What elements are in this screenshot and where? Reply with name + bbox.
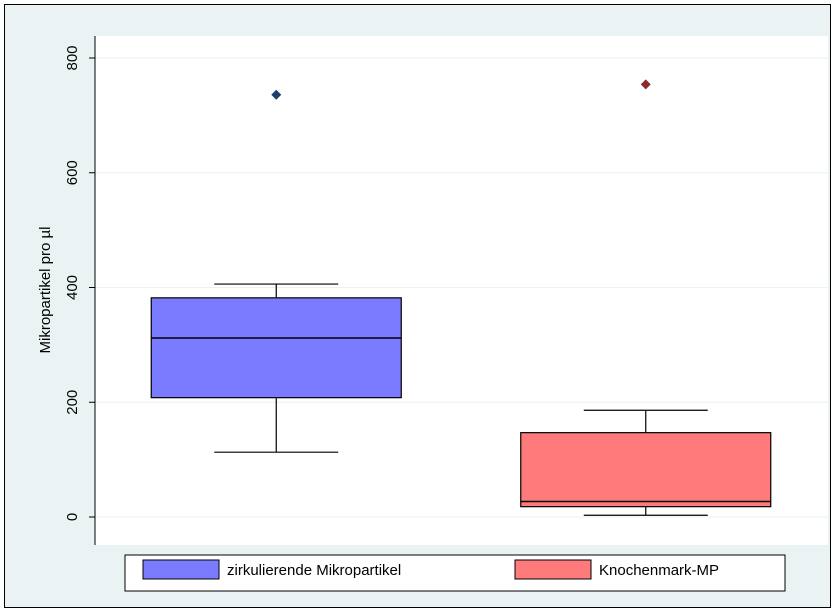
y-tick-label-800: 800	[64, 45, 81, 70]
series-1-outlier-0	[640, 79, 651, 90]
boxes	[150, 79, 772, 516]
y-tick-label-200: 200	[64, 390, 81, 415]
legend-label-knochenmark: Knochenmark-MP	[599, 562, 719, 579]
legend-swatch-knochenmark	[514, 559, 592, 580]
chart-frame: 0 200 400 600 800 Mikropartikel pro µl zirku…	[4, 4, 831, 608]
y-axis-title: Mikropartikel pro µl	[37, 226, 54, 353]
legend-swatch-zirkulierende	[142, 559, 220, 580]
series-1-box	[520, 432, 772, 508]
legend: zirkulierende Mikropartikel Knochenmark-…	[124, 554, 786, 592]
y-tick-label-600: 600	[64, 160, 81, 185]
boxplot-chart: 0 200 400 600 800 Mikropartikel pro µl zirku…	[37, 36, 828, 592]
series-0-outlier-0	[271, 89, 282, 100]
grid-lines	[95, 57, 828, 518]
y-tick-label-0: 0	[64, 513, 81, 521]
y-ticks: 0 200 400 600 800	[64, 45, 95, 521]
legend-label-zirkulierende: zirkulierende Mikropartikel	[227, 562, 401, 579]
legend-box	[124, 554, 786, 592]
series-0-box	[150, 297, 402, 399]
y-tick-label-400: 400	[64, 275, 81, 300]
